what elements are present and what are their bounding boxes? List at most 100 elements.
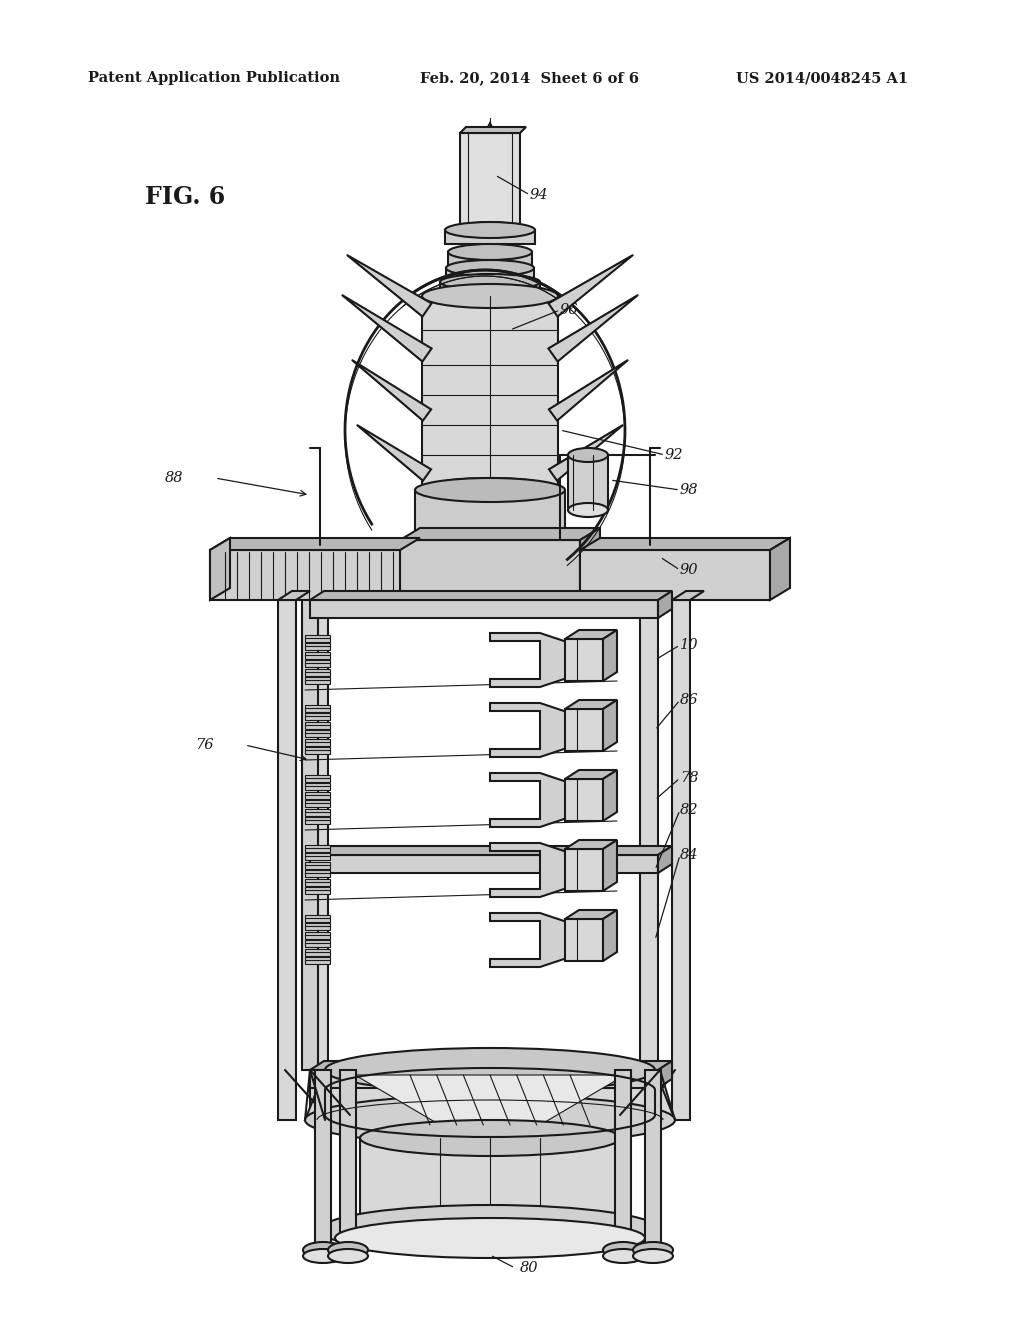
Polygon shape <box>565 639 603 681</box>
Polygon shape <box>490 913 570 968</box>
Polygon shape <box>565 700 617 709</box>
Text: US 2014/0048245 A1: US 2014/0048245 A1 <box>736 71 908 84</box>
Polygon shape <box>565 840 617 849</box>
Polygon shape <box>360 1138 620 1230</box>
Polygon shape <box>305 957 330 964</box>
Polygon shape <box>440 282 540 296</box>
Ellipse shape <box>319 1205 660 1255</box>
Polygon shape <box>460 133 520 230</box>
Polygon shape <box>347 255 431 317</box>
Text: 76: 76 <box>195 738 213 752</box>
Ellipse shape <box>325 1048 655 1092</box>
Ellipse shape <box>305 1096 675 1144</box>
Ellipse shape <box>415 478 565 502</box>
Polygon shape <box>305 783 330 789</box>
Ellipse shape <box>303 1249 343 1263</box>
Text: 90: 90 <box>680 564 698 577</box>
Polygon shape <box>278 591 310 601</box>
Polygon shape <box>305 800 330 807</box>
Polygon shape <box>357 425 431 480</box>
Polygon shape <box>549 425 623 480</box>
Polygon shape <box>278 601 296 1119</box>
Polygon shape <box>305 915 330 921</box>
Text: 78: 78 <box>680 771 698 785</box>
Polygon shape <box>603 770 617 821</box>
Ellipse shape <box>603 1242 643 1258</box>
Polygon shape <box>770 539 790 601</box>
Ellipse shape <box>445 222 535 238</box>
Text: 92: 92 <box>665 447 683 462</box>
Polygon shape <box>310 846 672 855</box>
Polygon shape <box>640 601 658 1119</box>
Ellipse shape <box>449 244 532 260</box>
Text: FIG. 6: FIG. 6 <box>145 185 225 209</box>
Polygon shape <box>305 887 330 894</box>
Polygon shape <box>305 643 330 649</box>
Polygon shape <box>490 774 570 828</box>
Polygon shape <box>658 846 672 873</box>
Polygon shape <box>565 770 617 779</box>
Text: 10: 10 <box>680 638 698 652</box>
Polygon shape <box>305 923 330 931</box>
Polygon shape <box>305 1071 675 1119</box>
Polygon shape <box>305 775 330 781</box>
Polygon shape <box>603 840 617 891</box>
Bar <box>568 455 608 510</box>
Polygon shape <box>210 539 420 550</box>
Polygon shape <box>352 360 431 421</box>
Polygon shape <box>305 817 330 824</box>
Polygon shape <box>305 870 330 876</box>
Polygon shape <box>400 540 580 601</box>
Polygon shape <box>615 1071 631 1250</box>
Ellipse shape <box>568 447 608 462</box>
Ellipse shape <box>422 284 558 308</box>
Polygon shape <box>340 1071 356 1250</box>
Polygon shape <box>355 1074 625 1125</box>
Polygon shape <box>305 730 330 737</box>
Polygon shape <box>449 252 532 267</box>
Ellipse shape <box>328 1249 368 1263</box>
Polygon shape <box>565 630 617 639</box>
Ellipse shape <box>446 260 534 276</box>
Polygon shape <box>305 949 330 956</box>
Polygon shape <box>565 779 603 821</box>
Ellipse shape <box>328 1242 368 1258</box>
Polygon shape <box>415 490 565 540</box>
Polygon shape <box>549 255 633 317</box>
Polygon shape <box>310 591 672 601</box>
Polygon shape <box>305 705 330 711</box>
Text: 80: 80 <box>520 1261 539 1275</box>
Polygon shape <box>305 677 330 684</box>
Polygon shape <box>210 539 230 601</box>
Ellipse shape <box>440 286 540 305</box>
Polygon shape <box>580 550 770 601</box>
Polygon shape <box>460 127 526 133</box>
Polygon shape <box>310 601 328 1119</box>
Polygon shape <box>445 230 535 244</box>
Ellipse shape <box>633 1249 673 1263</box>
Polygon shape <box>310 1061 672 1071</box>
Polygon shape <box>422 296 558 490</box>
Polygon shape <box>549 360 628 421</box>
Polygon shape <box>603 909 617 961</box>
Polygon shape <box>565 709 603 751</box>
Polygon shape <box>672 591 705 601</box>
Ellipse shape <box>335 1218 645 1258</box>
Polygon shape <box>310 855 658 873</box>
Polygon shape <box>305 660 330 667</box>
Ellipse shape <box>603 1249 643 1263</box>
Polygon shape <box>565 919 603 961</box>
Polygon shape <box>658 1061 672 1088</box>
Polygon shape <box>310 601 658 618</box>
Polygon shape <box>565 909 617 919</box>
Ellipse shape <box>633 1242 673 1258</box>
Polygon shape <box>342 294 431 362</box>
Polygon shape <box>603 630 617 681</box>
Polygon shape <box>672 601 690 1119</box>
Polygon shape <box>305 940 330 946</box>
Ellipse shape <box>422 478 558 502</box>
Polygon shape <box>305 853 330 861</box>
Polygon shape <box>580 539 790 550</box>
Polygon shape <box>305 713 330 719</box>
Polygon shape <box>400 528 600 540</box>
